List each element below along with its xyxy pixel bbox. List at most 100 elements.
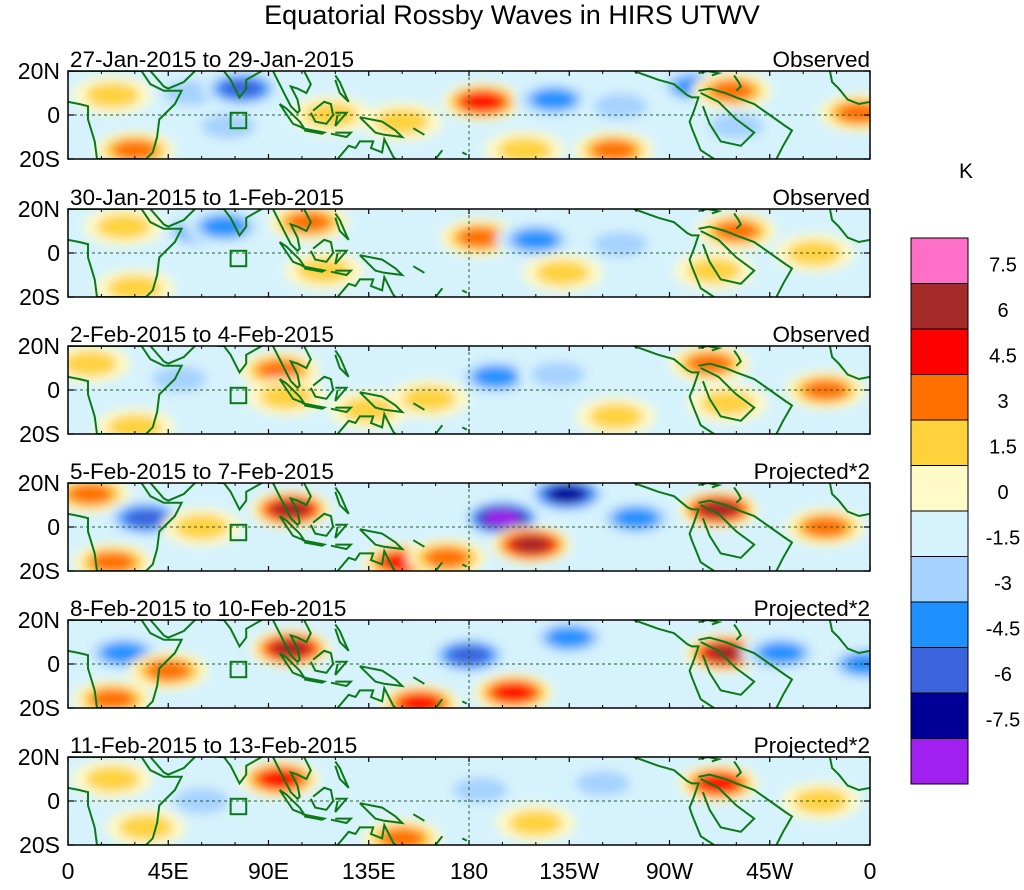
colorbar: K 7.5 6 4.5 3 1.5 0 -1.5 -3 -4.5 -6 -7.5 xyxy=(910,160,1020,785)
coastline xyxy=(68,346,184,434)
colorbar-label: -7.5 xyxy=(986,710,1020,732)
coastline xyxy=(461,700,468,705)
anomaly-contour xyxy=(758,642,804,664)
colorbar-label: 6 xyxy=(997,300,1008,322)
coastline xyxy=(828,483,870,518)
lon-tick-label: 180 xyxy=(450,858,488,884)
anomaly-contour xyxy=(118,814,173,840)
lat-tick-label: 20N xyxy=(18,58,60,84)
coastline xyxy=(434,835,444,845)
anomaly-contour xyxy=(89,551,136,571)
coastlines xyxy=(68,620,870,708)
coastline xyxy=(278,789,307,817)
anomaly-contour xyxy=(589,403,644,429)
coastline xyxy=(698,636,794,708)
coastlines xyxy=(68,71,870,159)
colorbar-swatch xyxy=(910,328,969,375)
anomaly-contour xyxy=(493,683,535,702)
coastline xyxy=(700,641,756,696)
coastline xyxy=(330,269,354,277)
coastline xyxy=(330,817,354,825)
anomaly-contour xyxy=(613,507,659,529)
anomaly-contour xyxy=(547,485,587,503)
coastline xyxy=(149,71,196,90)
lat-tick-label: 20S xyxy=(19,421,60,447)
lon-tick-label: 90W xyxy=(646,858,694,884)
panel-date-range: 5-Feb-2015 to 7-Feb-2015 xyxy=(70,459,334,484)
coastline xyxy=(733,760,743,778)
panel-kind-label: Projected*2 xyxy=(754,459,870,484)
coastline xyxy=(334,386,349,402)
coastline xyxy=(733,623,743,641)
coastline xyxy=(828,757,870,792)
coastline xyxy=(330,131,354,139)
coastline xyxy=(217,209,265,238)
lon-tick-label: 135E xyxy=(342,858,396,884)
colorbar-swatch xyxy=(910,465,969,512)
coastline xyxy=(149,483,196,502)
coastline xyxy=(461,151,468,156)
lat-tick-label: 20S xyxy=(19,558,60,584)
anomaly-field xyxy=(68,483,870,571)
coastline xyxy=(828,346,870,381)
lat-tick-label: 20S xyxy=(19,284,60,310)
lat-tick-label: 0 xyxy=(47,240,60,266)
anomaly-contour xyxy=(575,770,630,796)
panel-date-range: 11-Feb-2015 to 13-Feb-2015 xyxy=(70,733,357,758)
panel-kind-label: Projected*2 xyxy=(754,596,870,621)
coastline xyxy=(336,685,397,708)
coastline xyxy=(733,212,743,230)
anomaly-contour xyxy=(546,627,592,648)
panel-kind-label: Projected*2 xyxy=(754,733,870,758)
colorbar-label: -6 xyxy=(994,664,1012,686)
lat-tick-label: 0 xyxy=(47,377,60,403)
panel-kind-label: Observed xyxy=(772,322,870,347)
anomaly-contour xyxy=(125,508,167,528)
coastline xyxy=(698,362,794,434)
longitude-axis: 0 45E 90E 135E 180 135W 90W 45W 0 xyxy=(62,858,877,884)
anomaly-contour xyxy=(101,642,147,664)
coastline xyxy=(149,757,196,776)
coastline xyxy=(633,620,715,708)
anomaly-contour xyxy=(512,536,551,554)
coastline xyxy=(149,346,196,365)
coastline xyxy=(149,620,196,639)
coastline xyxy=(733,486,743,504)
coastline xyxy=(434,287,444,297)
coastline xyxy=(334,623,350,652)
anomaly-contour xyxy=(145,660,191,681)
lon-tick-label: 0 xyxy=(864,858,877,884)
anomaly-field xyxy=(68,346,870,434)
colorbar-label: -3 xyxy=(994,573,1012,595)
panel-kind-label: Observed xyxy=(772,185,870,210)
coastline xyxy=(301,265,328,273)
coastline xyxy=(359,391,405,414)
colorbar-label: 0 xyxy=(997,482,1008,504)
coastline xyxy=(633,483,715,571)
anomaly-contour xyxy=(68,351,118,377)
coastline xyxy=(698,773,794,845)
colorbar-swatch xyxy=(910,692,969,739)
anomaly-contour xyxy=(530,89,577,110)
anomaly-contour xyxy=(201,216,247,237)
coastline xyxy=(330,543,354,551)
coastline xyxy=(336,822,397,845)
coastline xyxy=(68,483,184,571)
colorbar-swatch xyxy=(910,601,969,648)
coastline xyxy=(301,813,328,821)
lon-tick-label: 45E xyxy=(148,858,189,884)
coastline xyxy=(334,349,350,378)
coastline xyxy=(334,797,349,813)
lat-tick-label: 20S xyxy=(19,695,60,721)
anomaly-contour xyxy=(201,113,256,139)
anomaly-contour xyxy=(457,227,503,248)
coastline xyxy=(334,660,349,676)
coastline xyxy=(336,136,397,159)
anomaly-contour xyxy=(341,397,396,423)
colorbar-label: 7.5 xyxy=(989,255,1017,277)
lat-tick-label: 0 xyxy=(47,514,60,540)
coastline xyxy=(828,71,870,106)
coastline xyxy=(461,837,468,842)
coastline xyxy=(828,620,870,655)
lon-tick-label: 90E xyxy=(248,858,289,884)
